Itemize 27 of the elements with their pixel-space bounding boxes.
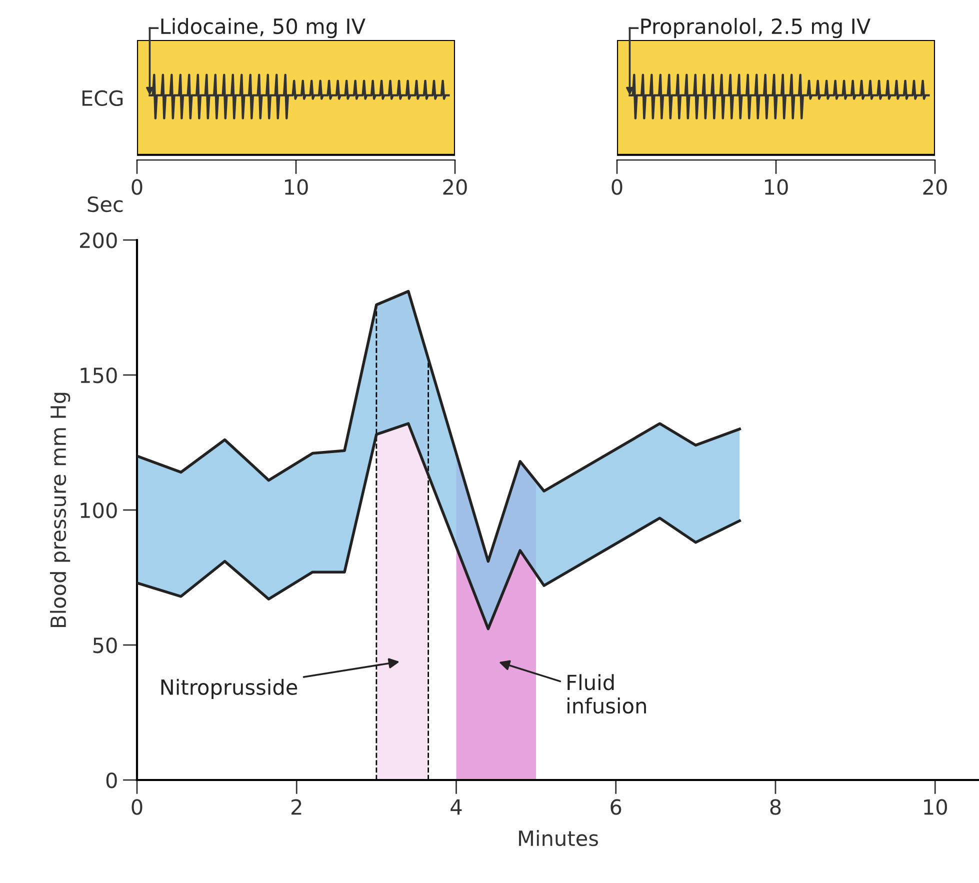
y-tick-label: 50: [93, 637, 117, 654]
x-axis-title: Sec: [88, 196, 123, 212]
x-tick-label: 6: [610, 799, 622, 815]
x-tick-label: 10: [765, 179, 788, 195]
annotation: Lidocaine, 50 mg IV: [161, 18, 366, 38]
x-tick-label: 2: [292, 799, 302, 815]
x-tick-label: 8: [770, 799, 781, 815]
line-series: [137, 290, 741, 563]
y-tick-label: 0: [106, 772, 117, 788]
y-tick-label: 150: [80, 367, 117, 384]
x-tick-label: 10: [924, 799, 947, 815]
x-tick-label: 20: [923, 179, 947, 195]
y-axis-title: Blood pressure mm Hg: [50, 392, 70, 628]
band-label: Fluid infusion: [568, 674, 646, 714]
x-tick-label: 4: [450, 799, 462, 815]
x-tick-label: 0: [132, 799, 142, 815]
y-tick-label: 100: [80, 502, 117, 518]
annotation: Propranolol, 2.5 mg IV: [641, 18, 870, 38]
band-label: Nitroprusside: [161, 678, 298, 700]
x-tick-label: 10: [285, 179, 308, 195]
x-tick-label: 20: [443, 179, 467, 195]
x-tick-label: 0: [612, 179, 622, 195]
y-tick-label: 200: [80, 232, 117, 248]
x-axis-title: Minutes: [519, 830, 598, 846]
x-tick-label: 0: [132, 179, 142, 195]
y-axis-title: ECG: [82, 90, 123, 106]
line-series: [137, 422, 741, 630]
